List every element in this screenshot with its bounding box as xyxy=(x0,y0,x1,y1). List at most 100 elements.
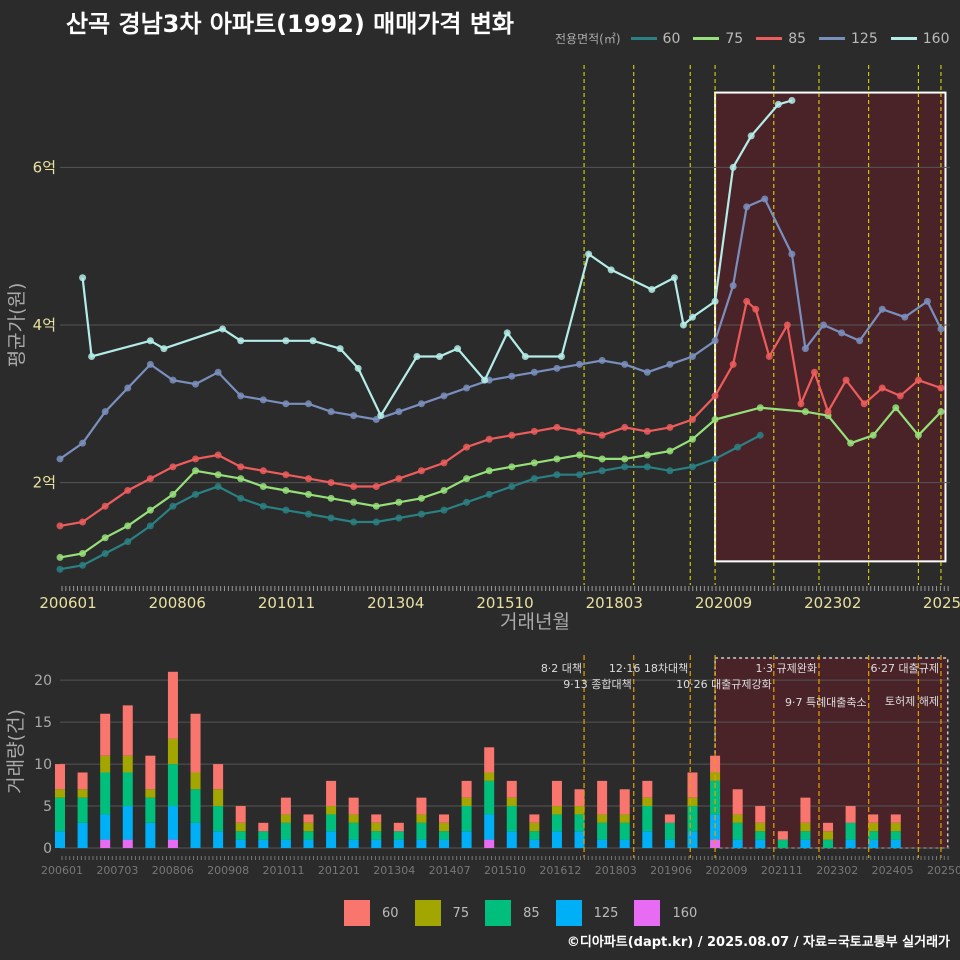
data-point-125 xyxy=(878,305,886,313)
data-point-75 xyxy=(395,498,403,506)
data-point-85 xyxy=(643,427,651,435)
data-point-125 xyxy=(801,345,809,353)
vol-legend-label-60: 60 xyxy=(382,905,399,921)
volume-bar-85 xyxy=(167,764,178,807)
data-point-160 xyxy=(88,353,96,361)
data-point-60 xyxy=(553,471,561,479)
data-point-60 xyxy=(79,561,87,569)
volume-bar-60 xyxy=(303,814,314,823)
volume-panel: 0 5 10 15 20 8·2 대책 9·13 종합대책 12·16 18차대책 10·26 … xyxy=(5,655,960,877)
data-point-75 xyxy=(417,494,425,502)
data-point-85 xyxy=(214,451,222,459)
series-line-75 xyxy=(59,405,942,559)
volume-bar-60 xyxy=(326,780,337,807)
volume-bar-160 xyxy=(122,839,133,848)
data-point-85 xyxy=(56,522,64,530)
volume-bar-85 xyxy=(777,839,788,848)
volume-bar-60 xyxy=(755,806,766,823)
data-point-125 xyxy=(576,360,584,368)
volume-bar-60 xyxy=(393,822,404,832)
volume-bar-60 xyxy=(55,764,65,790)
data-point-125 xyxy=(440,392,448,400)
volume-bar-60 xyxy=(800,797,811,823)
data-point-85 xyxy=(327,479,335,487)
data-point-85 xyxy=(508,431,516,439)
volume-bar-60 xyxy=(416,797,427,815)
data-point-125 xyxy=(101,408,109,416)
volume-bar-85 xyxy=(393,831,404,840)
data-point-85 xyxy=(237,463,245,471)
volume-bar-60 xyxy=(77,772,88,790)
data-point-160 xyxy=(688,313,696,321)
data-point-75 xyxy=(259,483,267,491)
volume-bar-85 xyxy=(439,831,450,840)
data-point-60 xyxy=(214,483,222,491)
series-line-85 xyxy=(59,299,942,527)
series-line-125 xyxy=(59,197,942,460)
x-tick-label: 2025 xyxy=(923,594,960,612)
data-point-85 xyxy=(124,486,132,494)
data-point-160 xyxy=(729,163,737,171)
volume-bar-75 xyxy=(506,797,517,807)
y-tick-label: 0 xyxy=(43,841,52,857)
data-point-125 xyxy=(643,368,651,376)
volume-bar-85 xyxy=(77,797,88,823)
source-credit: ©디아파트(dapt.kr) / 2025.08.07 / 자료=국토교통부 실… xyxy=(566,935,950,950)
data-point-125 xyxy=(923,297,931,305)
data-point-75 xyxy=(124,522,132,530)
data-point-75 xyxy=(937,408,945,416)
volume-bar-85 xyxy=(235,831,246,840)
volume-bar-75 xyxy=(55,789,65,798)
data-point-160 xyxy=(670,274,678,282)
volume-bar-125 xyxy=(597,839,608,848)
volume-bar-125 xyxy=(145,822,156,848)
volume-bar-75 xyxy=(416,814,427,823)
vol-legend-item-125: 125 xyxy=(555,900,618,926)
data-point-85 xyxy=(553,423,561,431)
x-tick-label: 201407 xyxy=(429,864,471,877)
data-point-125 xyxy=(237,392,245,400)
data-point-60 xyxy=(124,538,132,546)
policy-label: 토허제 해제 xyxy=(885,694,939,708)
data-point-85 xyxy=(752,305,760,313)
vol-legend-label-75: 75 xyxy=(452,905,470,921)
policy-label: 12·16 18차대책 xyxy=(609,662,688,675)
volume-bar-75 xyxy=(122,755,133,773)
data-point-60 xyxy=(440,506,448,514)
volume-bar-125 xyxy=(664,839,675,848)
data-point-75 xyxy=(169,490,177,498)
data-point-85 xyxy=(146,475,154,483)
x-tick-label: 201011 xyxy=(258,594,315,612)
x-tick-label: 200601 xyxy=(39,594,96,612)
volume-bar-75 xyxy=(732,814,743,823)
volume-bar-60 xyxy=(597,780,608,815)
volume-bar-75 xyxy=(890,822,901,832)
data-point-160 xyxy=(711,297,719,305)
volume-bar-85 xyxy=(303,831,314,840)
data-point-75 xyxy=(711,416,719,424)
volume-bar-125 xyxy=(619,839,630,848)
x-tick-label: 202009 xyxy=(695,594,752,612)
data-point-125 xyxy=(259,396,267,404)
data-point-75 xyxy=(304,490,312,498)
volume-bar-60 xyxy=(461,780,472,798)
x-tick-label: 202506 xyxy=(927,864,960,877)
data-point-75 xyxy=(350,498,358,506)
data-point-125 xyxy=(838,329,846,337)
legend-key-60 xyxy=(630,37,657,40)
data-point-160 xyxy=(648,286,656,294)
x-axis-label: 거래년월 xyxy=(500,611,570,633)
data-point-160 xyxy=(219,325,227,333)
data-point-160 xyxy=(377,412,385,420)
data-point-75 xyxy=(801,408,809,416)
volume-bar-125 xyxy=(326,831,337,848)
data-point-160 xyxy=(788,96,796,104)
data-point-85 xyxy=(101,502,109,510)
volume-bar-75 xyxy=(280,814,291,823)
data-point-160 xyxy=(557,353,565,361)
volume-bar-125 xyxy=(371,839,382,848)
volume-bar-85 xyxy=(371,831,382,840)
volume-bar-75 xyxy=(77,789,88,798)
data-point-75 xyxy=(666,447,674,455)
volume-bar-60 xyxy=(642,780,653,798)
